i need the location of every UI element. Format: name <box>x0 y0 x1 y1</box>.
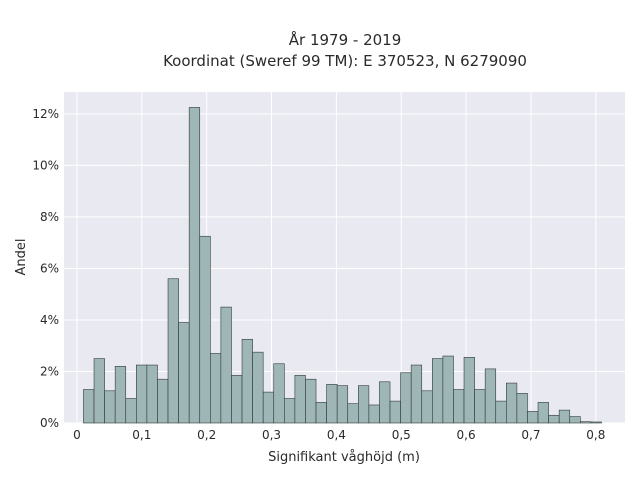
histogram-bar <box>558 409 571 424</box>
histogram-bar <box>125 398 137 424</box>
x-tick-label: 0,6 <box>457 428 476 442</box>
x-tick-label: 0,5 <box>392 428 411 442</box>
histogram-bar <box>188 107 201 424</box>
y-tick-label: 4% <box>40 313 59 327</box>
histogram-bar <box>400 372 412 424</box>
histogram-bar <box>358 385 370 424</box>
histogram-bar <box>484 368 497 424</box>
chart-title-line-2: Koordinat (Sweref 99 TM): E 370523, N 62… <box>163 52 527 70</box>
histogram-bar <box>252 351 264 424</box>
x-tick-label: 0,2 <box>197 428 216 442</box>
x-tick-label: 0,1 <box>132 428 151 442</box>
x-tick-label: 0,8 <box>586 428 605 442</box>
x-axis-label: Signifikant våghöjd (m) <box>268 450 420 465</box>
bars <box>83 107 602 424</box>
y-tick-label: 10% <box>32 158 59 172</box>
y-tick-label: 6% <box>40 261 59 275</box>
histogram-bar <box>527 411 539 424</box>
histogram-bar <box>336 385 349 424</box>
histogram-bar <box>305 378 317 424</box>
histogram-bar <box>157 378 169 424</box>
histogram-bar <box>114 366 127 424</box>
histogram-bar <box>262 391 275 424</box>
histogram-bar <box>516 393 528 424</box>
histogram-bar <box>442 355 454 424</box>
histogram-bar <box>495 400 507 424</box>
y-tick-label: 8% <box>40 210 59 224</box>
histogram-bar <box>537 402 549 424</box>
histogram-bar <box>506 382 518 424</box>
histogram-bar <box>453 389 465 424</box>
histogram-bar <box>474 389 486 424</box>
y-axis-label: Andel <box>14 239 29 276</box>
histogram-bar <box>93 358 105 424</box>
chart-title-line-1: År 1979 - 2019 <box>289 30 402 49</box>
histogram-bar <box>580 421 592 424</box>
histogram-bar <box>421 390 433 424</box>
histogram-bar <box>167 278 179 424</box>
x-axis-ticks: 0 0,1 0,2 0,3 0,4 0,5 0,6 0,7 0,8 <box>73 428 605 442</box>
histogram-bar <box>548 414 560 424</box>
histogram-bar <box>136 364 148 424</box>
histogram-bar <box>294 375 306 424</box>
histogram-bar <box>315 402 327 424</box>
histogram-bar <box>326 384 338 424</box>
histogram-bar <box>410 364 423 424</box>
histogram-bar <box>83 389 95 424</box>
histogram-bar <box>368 404 380 424</box>
y-tick-label: 2% <box>40 364 59 378</box>
histogram-bar <box>432 358 444 424</box>
histogram-bar <box>347 403 359 424</box>
x-tick-label: 0,3 <box>262 428 281 442</box>
x-tick-label: 0,4 <box>327 428 346 442</box>
histogram-bar <box>199 235 211 424</box>
histogram-bar <box>146 364 158 424</box>
histogram-bar <box>178 322 190 424</box>
histogram-bar <box>241 338 253 424</box>
y-tick-label: 0% <box>40 416 59 430</box>
histogram-bar <box>389 400 401 424</box>
histogram-bar <box>284 398 296 424</box>
x-tick-label: 0,7 <box>521 428 540 442</box>
histogram-bar <box>220 306 232 424</box>
x-tick-label: 0 <box>73 428 81 442</box>
histogram-bar <box>231 375 243 424</box>
y-axis-ticks: 0% 2% 4% 6% 8% 10% 12% <box>32 107 59 430</box>
histogram-bar <box>463 357 475 424</box>
histogram-bar <box>104 390 116 424</box>
histogram-bar <box>210 353 222 424</box>
histogram-bar <box>273 363 285 424</box>
y-tick-label: 12% <box>32 107 59 121</box>
histogram-bar <box>590 421 602 424</box>
histogram-bar <box>569 416 581 424</box>
histogram-bar <box>379 381 391 424</box>
